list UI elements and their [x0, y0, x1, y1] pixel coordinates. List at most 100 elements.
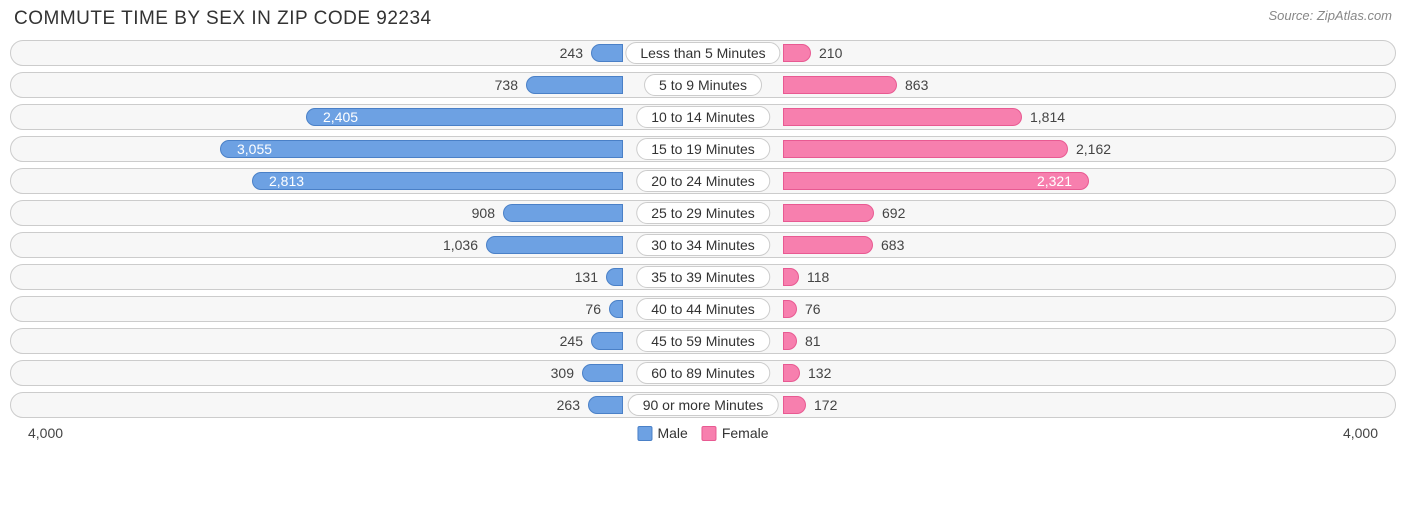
chart-title: COMMUTE TIME BY SEX IN ZIP CODE 92234 — [14, 8, 432, 30]
category-label: 35 to 39 Minutes — [636, 266, 770, 288]
male-bar — [526, 76, 623, 94]
female-value: 863 — [897, 77, 936, 93]
category-label: 60 to 89 Minutes — [636, 362, 770, 384]
male-half: 76 — [95, 297, 703, 321]
male-value: 2,405 — [315, 109, 366, 125]
female-value: 2,162 — [1068, 141, 1119, 157]
female-value: 118 — [799, 269, 837, 285]
male-half: 243 — [95, 41, 703, 65]
female-half: 2,321 — [703, 169, 1311, 193]
legend-item: Female — [702, 425, 769, 441]
female-value: 2,321 — [1029, 173, 1080, 189]
legend-item: Male — [637, 425, 687, 441]
chart-footer: 4,000 MaleFemale 4,000 — [10, 418, 1396, 442]
chart-legend: Male Female — [637, 425, 768, 441]
male-bar — [591, 332, 623, 350]
female-half: 2,162 — [703, 137, 1311, 161]
male-half: 908 — [95, 201, 703, 225]
male-value: 738 — [487, 77, 526, 93]
chart-row: 243 210 Less than 5 Minutes — [10, 40, 1396, 66]
female-bar — [783, 108, 1022, 126]
category-label: 45 to 59 Minutes — [636, 330, 770, 352]
female-half: 172 — [703, 393, 1311, 417]
male-half: 3,055 — [95, 137, 703, 161]
female-bar — [783, 76, 897, 94]
chart-row: 2,405 1,814 10 to 14 Minutes — [10, 104, 1396, 130]
chart-row: 76 76 40 to 44 Minutes — [10, 296, 1396, 322]
male-half: 2,813 — [95, 169, 703, 193]
male-value: 243 — [552, 45, 591, 61]
male-value: 263 — [549, 397, 588, 413]
male-bar — [503, 204, 623, 222]
category-label: Less than 5 Minutes — [625, 42, 780, 64]
female-bar — [783, 364, 800, 382]
category-label: 90 or more Minutes — [628, 394, 779, 416]
female-half: 863 — [703, 73, 1311, 97]
chart-row: 3,055 2,162 15 to 19 Minutes — [10, 136, 1396, 162]
chart-header: COMMUTE TIME BY SEX IN ZIP CODE 92234 So… — [10, 8, 1396, 40]
male-value: 908 — [464, 205, 503, 221]
female-value: 1,814 — [1022, 109, 1073, 125]
female-bar — [783, 396, 806, 414]
legend-swatch — [637, 426, 652, 441]
female-bar — [783, 300, 797, 318]
female-bar — [783, 268, 799, 286]
chart-container: COMMUTE TIME BY SEX IN ZIP CODE 92234 So… — [0, 0, 1406, 452]
male-half: 245 — [95, 329, 703, 353]
chart-source: Source: ZipAtlas.com — [1268, 8, 1392, 23]
category-label: 15 to 19 Minutes — [636, 138, 770, 160]
chart-row: 245 81 45 to 59 Minutes — [10, 328, 1396, 354]
male-half: 131 — [95, 265, 703, 289]
male-bar — [486, 236, 623, 254]
category-label: 20 to 24 Minutes — [636, 170, 770, 192]
female-value: 683 — [873, 237, 912, 253]
female-value: 692 — [874, 205, 913, 221]
male-bar — [582, 364, 623, 382]
chart-row: 309 132 60 to 89 Minutes — [10, 360, 1396, 386]
female-value: 210 — [811, 45, 850, 61]
male-value: 1,036 — [435, 237, 486, 253]
male-bar: 3,055 — [220, 140, 623, 158]
female-bar: 2,321 — [783, 172, 1089, 190]
chart-rows: 243 210 Less than 5 Minutes 738 863 5 to 9 Mi… — [10, 40, 1396, 418]
male-value: 76 — [577, 301, 609, 317]
female-value: 81 — [797, 333, 829, 349]
female-value: 76 — [797, 301, 829, 317]
female-bar — [783, 140, 1068, 158]
male-bar: 2,813 — [252, 172, 623, 190]
female-bar — [783, 332, 797, 350]
female-half: 683 — [703, 233, 1311, 257]
chart-row: 131 118 35 to 39 Minutes — [10, 264, 1396, 290]
category-label: 40 to 44 Minutes — [636, 298, 770, 320]
female-value: 172 — [806, 397, 845, 413]
legend-label: Female — [722, 425, 769, 441]
male-half: 309 — [95, 361, 703, 385]
female-value: 132 — [800, 365, 839, 381]
female-half: 692 — [703, 201, 1311, 225]
male-half: 263 — [95, 393, 703, 417]
female-half: 118 — [703, 265, 1311, 289]
male-half: 1,036 — [95, 233, 703, 257]
male-value: 2,813 — [261, 173, 312, 189]
legend-label: Male — [657, 425, 687, 441]
category-label: 30 to 34 Minutes — [636, 234, 770, 256]
male-value: 245 — [552, 333, 591, 349]
male-half: 2,405 — [95, 105, 703, 129]
male-bar — [591, 44, 623, 62]
male-value: 309 — [543, 365, 582, 381]
female-half: 81 — [703, 329, 1311, 353]
chart-row: 90869225 to 29 Minutes — [10, 200, 1396, 226]
female-bar — [783, 204, 874, 222]
category-label: 5 to 9 Minutes — [644, 74, 762, 96]
male-bar: 2,405 — [306, 108, 623, 126]
chart-row: 2,813 2,321 20 to 24 Minutes — [10, 168, 1396, 194]
axis-label-right: 4,000 — [1343, 425, 1378, 441]
female-half: 210 — [703, 41, 1311, 65]
category-label: 10 to 14 Minutes — [636, 106, 770, 128]
female-bar — [783, 236, 873, 254]
male-half: 738 — [95, 73, 703, 97]
male-bar — [606, 268, 623, 286]
female-half: 76 — [703, 297, 1311, 321]
chart-row: 263 172 90 or more Minutes — [10, 392, 1396, 418]
male-value: 3,055 — [229, 141, 280, 157]
